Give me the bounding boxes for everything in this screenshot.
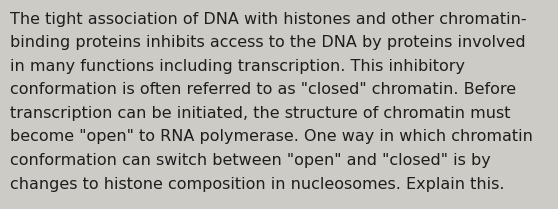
Text: changes to histone composition in nucleosomes. Explain this.: changes to histone composition in nucleo… (10, 176, 504, 191)
Text: binding proteins inhibits access to the DNA by proteins involved: binding proteins inhibits access to the … (10, 36, 526, 51)
Text: transcription can be initiated, the structure of chromatin must: transcription can be initiated, the stru… (10, 106, 511, 121)
Text: The tight association of DNA with histones and other chromatin-: The tight association of DNA with histon… (10, 12, 527, 27)
Text: in many functions including transcription. This inhibitory: in many functions including transcriptio… (10, 59, 465, 74)
Text: become "open" to RNA polymerase. One way in which chromatin: become "open" to RNA polymerase. One way… (10, 130, 533, 144)
Text: conformation is often referred to as "closed" chromatin. Before: conformation is often referred to as "cl… (10, 83, 516, 98)
Text: conformation can switch between "open" and "closed" is by: conformation can switch between "open" a… (10, 153, 490, 168)
